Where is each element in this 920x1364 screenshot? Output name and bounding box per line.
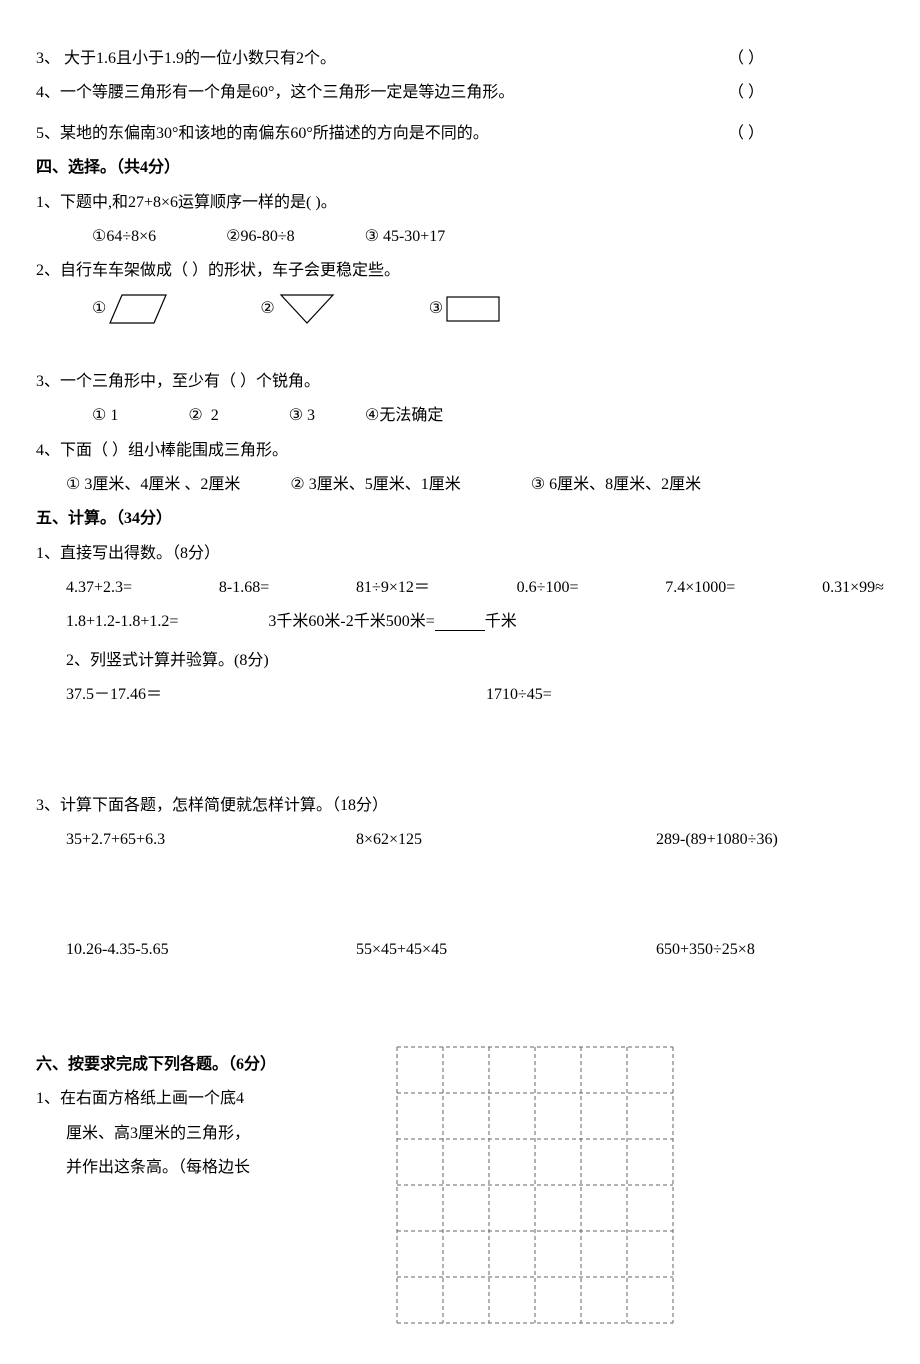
parallelogram-icon	[106, 291, 170, 327]
sec4-q3-opt4-text: 无法确定	[379, 401, 443, 431]
d3-icon: ③	[531, 470, 545, 500]
sec6-q1a: 1、在右面方格纸上画一个底4	[36, 1084, 386, 1114]
calc-1f: 0.31×99≈	[822, 573, 884, 603]
sec4-q3-opt3-text: 3	[307, 401, 315, 431]
judge-q4: 4、一个等腰三角形有一个角是60°，这个三角形一定是等边三角形。 （ ）	[36, 78, 884, 108]
sec4-q3-opt2: ② 2	[188, 401, 218, 431]
calc-2c: 千米	[485, 607, 517, 637]
sec4-q2-opt2: ②	[260, 291, 338, 327]
calc-1b: 8-1.68=	[219, 573, 269, 603]
judge-q5-text: 5、某地的东偏南30°和该地的南偏东60°所描述的方向是不同的。	[36, 119, 489, 149]
sec6-q1c: 并作出这条高。（每格边长	[36, 1153, 386, 1183]
sec5-p2-row: 37.5－17.46＝ 1710÷45=	[36, 680, 884, 710]
vert-calc-a: 37.5－17.46＝	[66, 680, 486, 710]
sec4-q1-opt3-text: 45-30+17	[383, 222, 445, 252]
grid-paper	[396, 1046, 674, 1324]
sec4-q2-text: 2、自行车车架做成（ ）的形状，车子会更稳定些。	[36, 256, 884, 286]
sec4-q4-opts: ① 3厘米、4厘米 、2厘米 ② 3厘米、5厘米、1厘米 ③ 6厘米、8厘米、2…	[36, 470, 884, 500]
calc-1c: 81÷9×12＝	[356, 573, 430, 603]
sec4-q3-opts: ① 1 ② 2 ③ 3 ④无法确定	[36, 401, 884, 431]
judge-q5-paren: （ ）	[728, 119, 764, 149]
opt2-num-icon: ②	[260, 294, 274, 324]
sec5-p1-row1: 4.37+2.3= 8-1.68= 81÷9×12＝ 0.6÷100= 7.4×…	[36, 573, 884, 603]
opt1-num-icon: ①	[92, 294, 106, 324]
sec4-q1-opt3: ③ 45-30+17	[365, 222, 446, 252]
conv-1c: 289-(89+1080÷36)	[656, 825, 778, 855]
sec4-q4-opt3: ③ 6厘米、8厘米、2厘米	[531, 470, 701, 500]
sec5-p2-title: 2、列竖式计算并验算。(8分)	[36, 646, 884, 676]
c4-icon: ④	[365, 401, 379, 431]
sec4-q2-opt3: ③	[429, 291, 503, 327]
c2-icon: ②	[188, 401, 202, 431]
sec5-p3-title: 3、计算下面各题，怎样简便就怎样计算。（18分）	[36, 791, 884, 821]
conv-1a: 35+2.7+65+6.3	[66, 825, 356, 855]
conv-2b: 55×45+45×45	[356, 935, 656, 965]
sec4-q4-opt2: ② 3厘米、5厘米、1厘米	[290, 470, 460, 500]
calc-1a: 4.37+2.3=	[66, 573, 132, 603]
rectangle-icon	[443, 291, 503, 327]
sec6-q1b: 厘米、高3厘米的三角形，	[36, 1119, 386, 1149]
judge-q4-paren: （ ）	[728, 78, 764, 108]
judge-q5: 5、某地的东偏南30°和该地的南偏东60°所描述的方向是不同的。 （ ）	[36, 119, 884, 149]
vert-calc-b: 1710÷45=	[486, 680, 552, 710]
c3-icon: ③	[289, 401, 303, 431]
d2-icon: ②	[290, 470, 304, 500]
sec6-text-block: 六、按要求完成下列各题。（6分） 1、在右面方格纸上画一个底4 厘米、高3厘米的…	[36, 1046, 386, 1188]
c1-icon: ①	[92, 401, 106, 431]
grid-icon	[396, 1046, 674, 1324]
sec4-q1-opt2: ②96-80÷8	[226, 222, 294, 252]
sec4-q3-text: 3、一个三角形中，至少有（ ）个锐角。	[36, 367, 884, 397]
opt3-num-icon: ③	[429, 294, 443, 324]
sec6-title: 六、按要求完成下列各题。（6分）	[36, 1050, 386, 1080]
sec4-q4-opt1: ① 3厘米、4厘米 、2厘米	[66, 470, 240, 500]
sec5-title: 五、计算。（34分）	[36, 504, 884, 534]
calc-2a: 1.8+1.2-1.8+1.2=	[66, 607, 178, 637]
calc-2b: 3千米60米-2千米500米=	[268, 607, 434, 637]
sec4-q3-opt3: ③ 3	[289, 401, 315, 431]
sec5-p3-row1: 35+2.7+65+6.3 8×62×125 289-(89+1080÷36)	[36, 825, 884, 855]
calc-1d: 0.6÷100=	[517, 573, 579, 603]
blank-fill	[435, 615, 485, 631]
sec5-p1-row2: 1.8+1.2-1.8+1.2= 3千米60米-2千米500米= 千米	[36, 607, 884, 637]
circled-2-icon: ②	[226, 222, 240, 252]
sec4-q4-text: 4、下面（ ）组小棒能围成三角形。	[36, 436, 884, 466]
sec4-q1-opt2-text: 96-80÷8	[241, 222, 295, 252]
sec4-q1-opt1: ①64÷8×6	[92, 222, 156, 252]
sec4-title: 四、选择。（共4分）	[36, 153, 884, 183]
sec4-q1-text: 1、下题中,和27+8×6运算顺序一样的是( )。	[36, 188, 884, 218]
sec4-q3-opt2-text: 2	[211, 401, 219, 431]
sec4-q3-opt1-text: 1	[110, 401, 118, 431]
sec4-q1-opt1-text: 64÷8×6	[106, 222, 156, 252]
sec4-q2-opt1: ①	[92, 291, 170, 327]
sec4-q4-opt2-text: 3厘米、5厘米、1厘米	[309, 470, 461, 500]
calc-1e: 7.4×1000=	[665, 573, 735, 603]
conv-2c: 650+350÷25×8	[656, 935, 755, 965]
judge-q4-text: 4、一个等腰三角形有一个角是60°，这个三角形一定是等边三角形。	[36, 78, 514, 108]
d1-icon: ①	[66, 470, 80, 500]
sec5-p1-title: 1、直接写出得数。（8分）	[36, 539, 884, 569]
sec4-q3-opt1: ① 1	[92, 401, 118, 431]
circled-1-icon: ①	[92, 222, 106, 252]
circled-3-icon: ③	[365, 222, 379, 252]
judge-q3-paren: （ ）	[728, 44, 764, 74]
sec4-q2-opts: ① ② ③	[36, 291, 884, 327]
conv-2a: 10.26-4.35-5.65	[66, 935, 356, 965]
judge-q3: 3、 大于1.6且小于1.9的一位小数只有2个。 （ ）	[36, 44, 884, 74]
conv-1b: 8×62×125	[356, 825, 656, 855]
sec4-q4-opt1-text: 3厘米、4厘米 、2厘米	[84, 470, 240, 500]
judge-q3-text: 3、 大于1.6且小于1.9的一位小数只有2个。	[36, 44, 336, 74]
sec4-q3-opt4: ④无法确定	[365, 401, 443, 431]
triangle-icon	[275, 291, 339, 327]
sec4-q4-opt3-text: 6厘米、8厘米、2厘米	[549, 470, 701, 500]
sec4-q1-opts: ①64÷8×6 ②96-80÷8 ③ 45-30+17	[36, 222, 884, 252]
sec5-p3-row2: 10.26-4.35-5.65 55×45+45×45 650+350÷25×8	[36, 935, 884, 965]
